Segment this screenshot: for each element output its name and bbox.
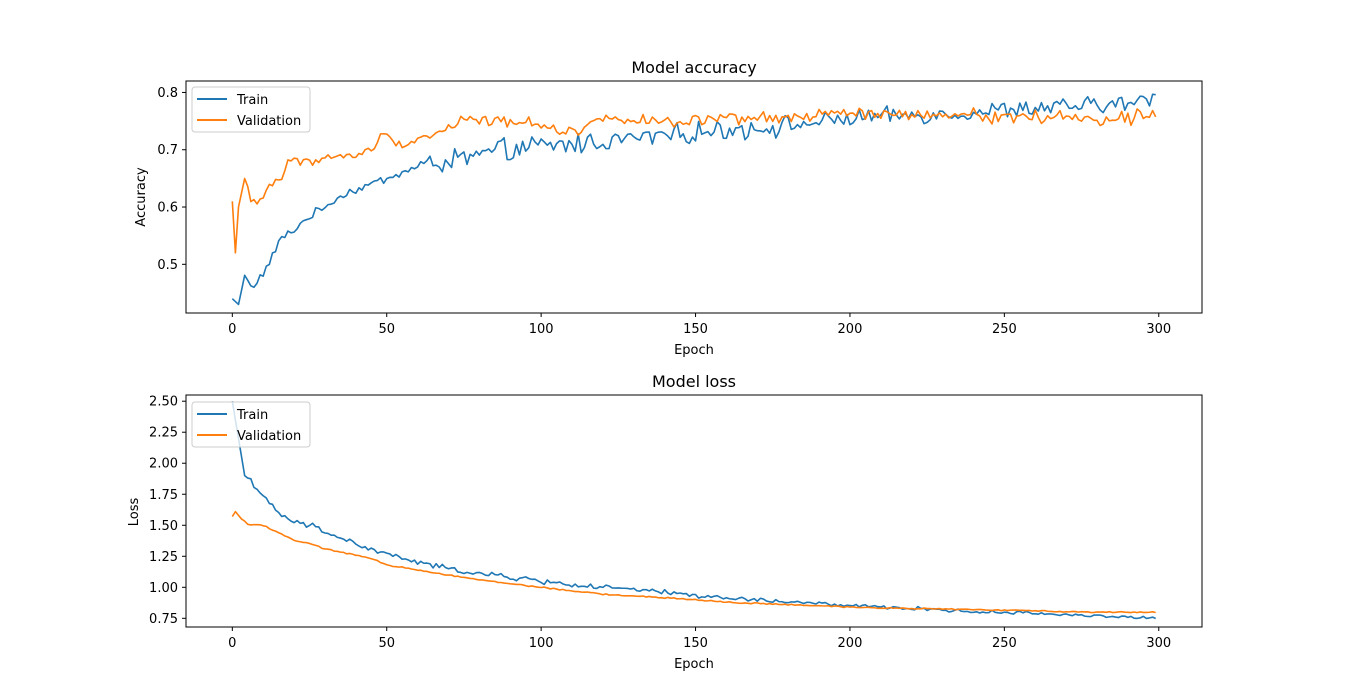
accuracy-subplot: Model accuracy 0 50 100 150 200 250 300 0.5 0.6… [134,58,1203,358]
loss-legend-train-label: Train [236,408,268,423]
x-tick-label: 200 [838,322,863,337]
y-tick-label: 2.00 [149,457,178,472]
y-tick-label: 0.6 [157,201,178,216]
accuracy-legend-validation-label: Validation [237,114,301,129]
y-tick-label: 1.00 [149,581,178,596]
y-tick-label: 2.25 [149,426,178,441]
y-tick-label: 0.8 [157,86,178,101]
validation-line [231,510,1156,614]
y-tick-label: 0.75 [149,612,178,627]
accuracy-title: Model accuracy [631,58,756,77]
accuracy-axes-frame [185,80,1203,314]
x-tick-label: 100 [529,636,554,651]
loss-axes-frame [185,394,1203,628]
x-tick-label: 50 [378,322,395,337]
loss-x-ticks: 0 50 100 150 200 250 300 [228,627,1171,651]
loss-lines [231,401,1157,620]
x-tick-label: 100 [529,322,554,337]
x-tick-label: 0 [228,636,236,651]
accuracy-y-ticks: 0.5 0.6 0.7 0.8 [157,86,186,273]
x-tick-label: 200 [838,636,863,651]
accuracy-legend-train-label: Train [236,93,268,108]
loss-legend: Train Validation [191,401,311,448]
y-tick-label: 2.50 [149,395,178,410]
loss-y-axis-label: Loss [127,498,142,527]
y-tick-label: 0.7 [157,143,178,158]
y-tick-label: 0.5 [157,258,178,273]
accuracy-y-axis-label: Accuracy [134,167,149,227]
y-tick-label: 1.50 [149,519,178,534]
loss-subplot: Model loss 0 50 100 150 200 250 300 0.75 1.00 1.… [127,372,1203,672]
x-tick-label: 150 [683,636,708,651]
x-tick-label: 50 [378,636,395,651]
x-tick-label: 250 [992,636,1017,651]
loss-legend-validation-label: Validation [237,429,301,444]
x-tick-label: 300 [1146,636,1171,651]
accuracy-x-ticks: 0 50 100 150 200 250 300 [228,313,1171,337]
loss-x-axis-label: Epoch [674,657,714,672]
accuracy-lines [231,93,1157,306]
train-line [231,401,1157,620]
x-tick-label: 0 [228,322,236,337]
accuracy-x-axis-label: Epoch [674,343,714,358]
loss-title: Model loss [652,372,736,391]
x-tick-label: 300 [1146,322,1171,337]
accuracy-legend: Train Validation [191,86,311,133]
loss-y-ticks: 0.75 1.00 1.25 1.50 1.75 2.00 2.25 2.50 [149,395,186,627]
x-tick-label: 150 [683,322,708,337]
validation-line [231,107,1157,254]
x-tick-label: 250 [992,322,1017,337]
y-tick-label: 1.25 [149,550,178,565]
y-tick-label: 1.75 [149,488,178,503]
train-line [231,93,1156,306]
